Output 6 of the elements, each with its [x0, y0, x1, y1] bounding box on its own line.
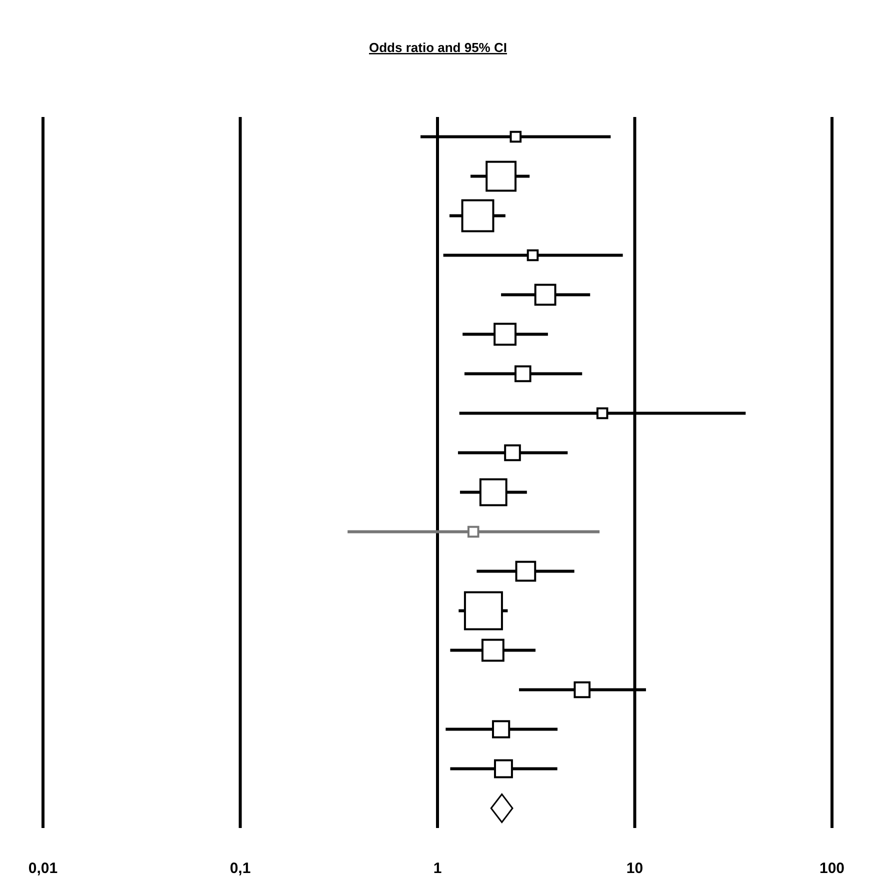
- x-tick-label: 100: [819, 860, 845, 877]
- x-tick-label: 1: [433, 860, 442, 877]
- x-tick-label: 10: [626, 860, 644, 877]
- x-tick-label: 0,01: [28, 860, 58, 877]
- chart-title: Odds ratio and 95% CI: [369, 40, 507, 55]
- x-tick-label: 0,1: [230, 860, 251, 877]
